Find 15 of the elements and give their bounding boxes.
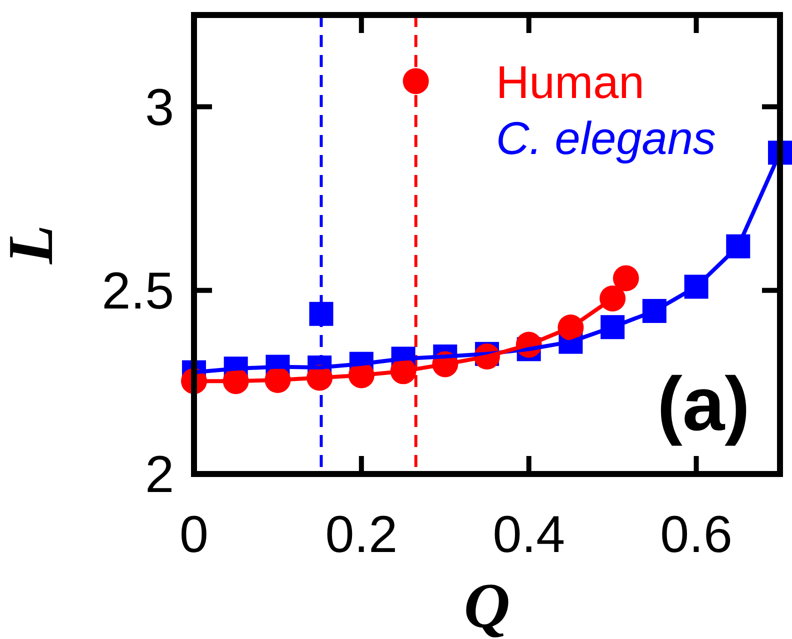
point bbox=[309, 302, 334, 326]
x-tick-label: 0.6 bbox=[660, 506, 732, 564]
x-axis-title: Q bbox=[464, 570, 510, 639]
point bbox=[612, 265, 639, 292]
point bbox=[402, 68, 429, 94]
y-tick-label: 2 bbox=[145, 446, 174, 504]
x-tick-label: 0.4 bbox=[492, 506, 566, 564]
annotation: (a) bbox=[657, 362, 750, 447]
series-label: C. elegans bbox=[496, 112, 716, 164]
y-tick-label: 3 bbox=[145, 78, 174, 137]
y-tick-label: 2.5 bbox=[102, 262, 174, 320]
y-axis-title: L bbox=[0, 224, 66, 266]
text: Human bbox=[496, 56, 644, 108]
x-tick-label: 0 bbox=[180, 506, 208, 564]
x-tick-label: 0.2 bbox=[325, 506, 398, 564]
